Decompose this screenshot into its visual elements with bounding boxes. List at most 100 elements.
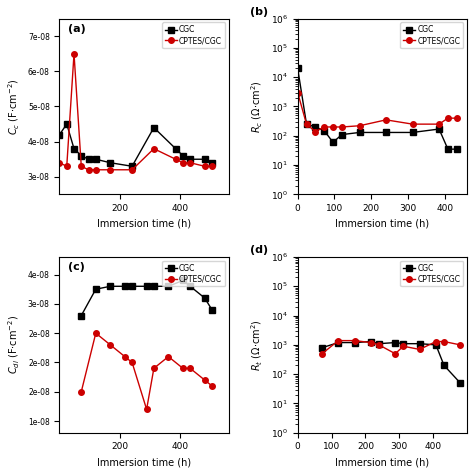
CPTES/CGC xyxy=(64,164,70,169)
CPTES/CGC xyxy=(312,128,318,134)
CPTES/CGC xyxy=(122,354,128,359)
CPTES/CGC xyxy=(202,164,208,169)
X-axis label: Immersion time (h): Immersion time (h) xyxy=(97,457,191,467)
CGC xyxy=(78,153,84,159)
CGC xyxy=(457,380,463,386)
CGC xyxy=(151,125,157,130)
Text: (b): (b) xyxy=(250,7,268,17)
Y-axis label: $R_{t}$ ($\Omega$$\cdot$cm$^{2}$): $R_{t}$ ($\Omega$$\cdot$cm$^{2}$) xyxy=(250,319,265,371)
CGC xyxy=(86,156,91,162)
CGC xyxy=(187,283,193,289)
CPTES/CGC xyxy=(445,115,451,121)
CGC xyxy=(312,124,318,130)
X-axis label: Immersion time (h): Immersion time (h) xyxy=(335,219,429,228)
CPTES/CGC xyxy=(187,365,193,371)
CPTES/CGC xyxy=(71,51,77,56)
CGC xyxy=(180,153,186,159)
CGC xyxy=(295,65,301,71)
Line: CPTES/CGC: CPTES/CGC xyxy=(79,330,215,412)
CPTES/CGC xyxy=(336,338,341,344)
CGC xyxy=(376,341,382,346)
CGC xyxy=(64,121,70,127)
CPTES/CGC xyxy=(209,383,215,389)
CPTES/CGC xyxy=(78,164,84,169)
CGC xyxy=(445,146,451,152)
CPTES/CGC xyxy=(173,156,179,162)
CPTES/CGC xyxy=(321,124,327,130)
CGC xyxy=(336,340,341,346)
Legend: CGC, CPTES/CGC: CGC, CPTES/CGC xyxy=(162,261,225,286)
Line: CGC: CGC xyxy=(79,278,215,319)
CGC xyxy=(357,129,363,135)
Text: (c): (c) xyxy=(68,262,85,272)
CGC xyxy=(441,363,447,368)
X-axis label: Immersion time (h): Immersion time (h) xyxy=(97,219,191,228)
CPTES/CGC xyxy=(144,407,149,412)
CGC xyxy=(108,283,113,289)
CPTES/CGC xyxy=(129,360,135,365)
CGC xyxy=(71,146,77,152)
CGC xyxy=(187,156,193,162)
CPTES/CGC xyxy=(93,167,99,173)
CGC xyxy=(209,160,215,165)
CPTES/CGC xyxy=(339,124,345,130)
CPTES/CGC xyxy=(357,123,363,128)
Line: CPTES/CGC: CPTES/CGC xyxy=(295,90,459,134)
CGC xyxy=(383,129,389,135)
CPTES/CGC xyxy=(441,339,447,345)
CPTES/CGC xyxy=(376,342,382,348)
CPTES/CGC xyxy=(180,160,186,165)
CPTES/CGC xyxy=(417,346,422,352)
CGC xyxy=(122,283,128,289)
Y-axis label: $C_{dl}$ (F$\cdot$cm$^{-2}$): $C_{dl}$ (F$\cdot$cm$^{-2}$) xyxy=(7,315,22,374)
CPTES/CGC xyxy=(433,339,439,345)
CGC xyxy=(108,160,113,165)
CGC xyxy=(319,345,325,351)
CPTES/CGC xyxy=(151,365,157,371)
CPTES/CGC xyxy=(401,343,406,349)
CGC xyxy=(436,126,442,132)
CPTES/CGC xyxy=(108,167,113,173)
Legend: CGC, CPTES/CGC: CGC, CPTES/CGC xyxy=(401,22,463,48)
CPTES/CGC xyxy=(295,90,301,95)
CGC xyxy=(417,341,422,346)
CGC xyxy=(173,146,179,152)
CGC xyxy=(78,313,84,319)
Line: CPTES/CGC: CPTES/CGC xyxy=(319,338,463,356)
Line: CGC: CGC xyxy=(57,121,215,169)
CPTES/CGC xyxy=(165,354,171,359)
CPTES/CGC xyxy=(78,389,84,395)
CGC xyxy=(352,340,357,346)
CPTES/CGC xyxy=(457,342,463,348)
CGC xyxy=(165,283,171,289)
Text: (d): (d) xyxy=(250,245,268,255)
CGC xyxy=(321,128,327,134)
CPTES/CGC xyxy=(383,117,389,123)
CGC xyxy=(151,283,157,289)
CGC xyxy=(454,146,460,152)
CPTES/CGC xyxy=(392,351,398,356)
Line: CGC: CGC xyxy=(295,65,459,152)
CPTES/CGC xyxy=(57,160,63,165)
CPTES/CGC xyxy=(330,124,336,130)
CPTES/CGC xyxy=(304,121,310,127)
CPTES/CGC xyxy=(129,167,135,173)
CPTES/CGC xyxy=(410,121,415,127)
CPTES/CGC xyxy=(436,121,442,127)
CPTES/CGC xyxy=(86,167,91,173)
CGC xyxy=(180,278,186,283)
CPTES/CGC xyxy=(319,351,325,356)
Y-axis label: $C_{c}$ (F$\cdot$cm$^{-2}$): $C_{c}$ (F$\cdot$cm$^{-2}$) xyxy=(7,78,22,135)
CGC xyxy=(202,156,208,162)
CGC xyxy=(392,340,398,346)
Text: (a): (a) xyxy=(68,24,86,34)
CGC xyxy=(304,121,310,127)
CPTES/CGC xyxy=(368,340,374,346)
CPTES/CGC xyxy=(180,365,186,371)
CGC xyxy=(368,339,374,345)
CGC xyxy=(93,156,99,162)
CGC xyxy=(209,307,215,312)
CPTES/CGC xyxy=(202,377,208,383)
CGC xyxy=(57,132,63,137)
CGC xyxy=(144,283,149,289)
